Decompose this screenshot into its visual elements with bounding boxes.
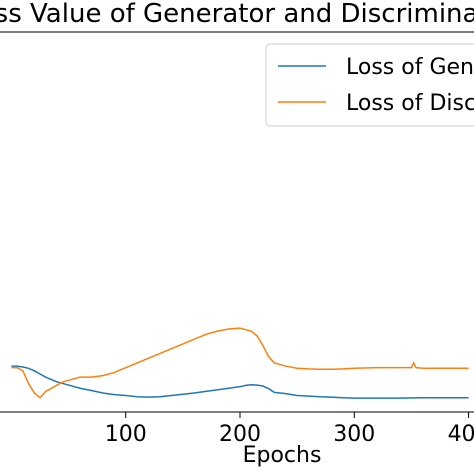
x-axis-label: Epochs <box>243 443 322 468</box>
chart-title: Loss Value of Generator and Discriminato… <box>0 0 474 29</box>
x-axis-ticks: 100 200 300 400 <box>105 412 474 447</box>
legend: Loss of Generator Loss of Discriminator <box>265 43 474 127</box>
x-tick-label: 300 <box>333 422 375 447</box>
series-layer <box>11 327 469 399</box>
legend-label-generator: Loss of Generator <box>346 55 474 80</box>
legend-box <box>265 43 474 127</box>
x-tick-label: 400 <box>448 422 474 447</box>
series-line-discriminator <box>11 327 469 399</box>
legend-label-discriminator: Loss of Discriminator <box>346 91 474 116</box>
x-tick-label: 200 <box>219 422 261 447</box>
series-line-generator <box>11 365 469 399</box>
x-tick-label: 100 <box>105 422 147 447</box>
